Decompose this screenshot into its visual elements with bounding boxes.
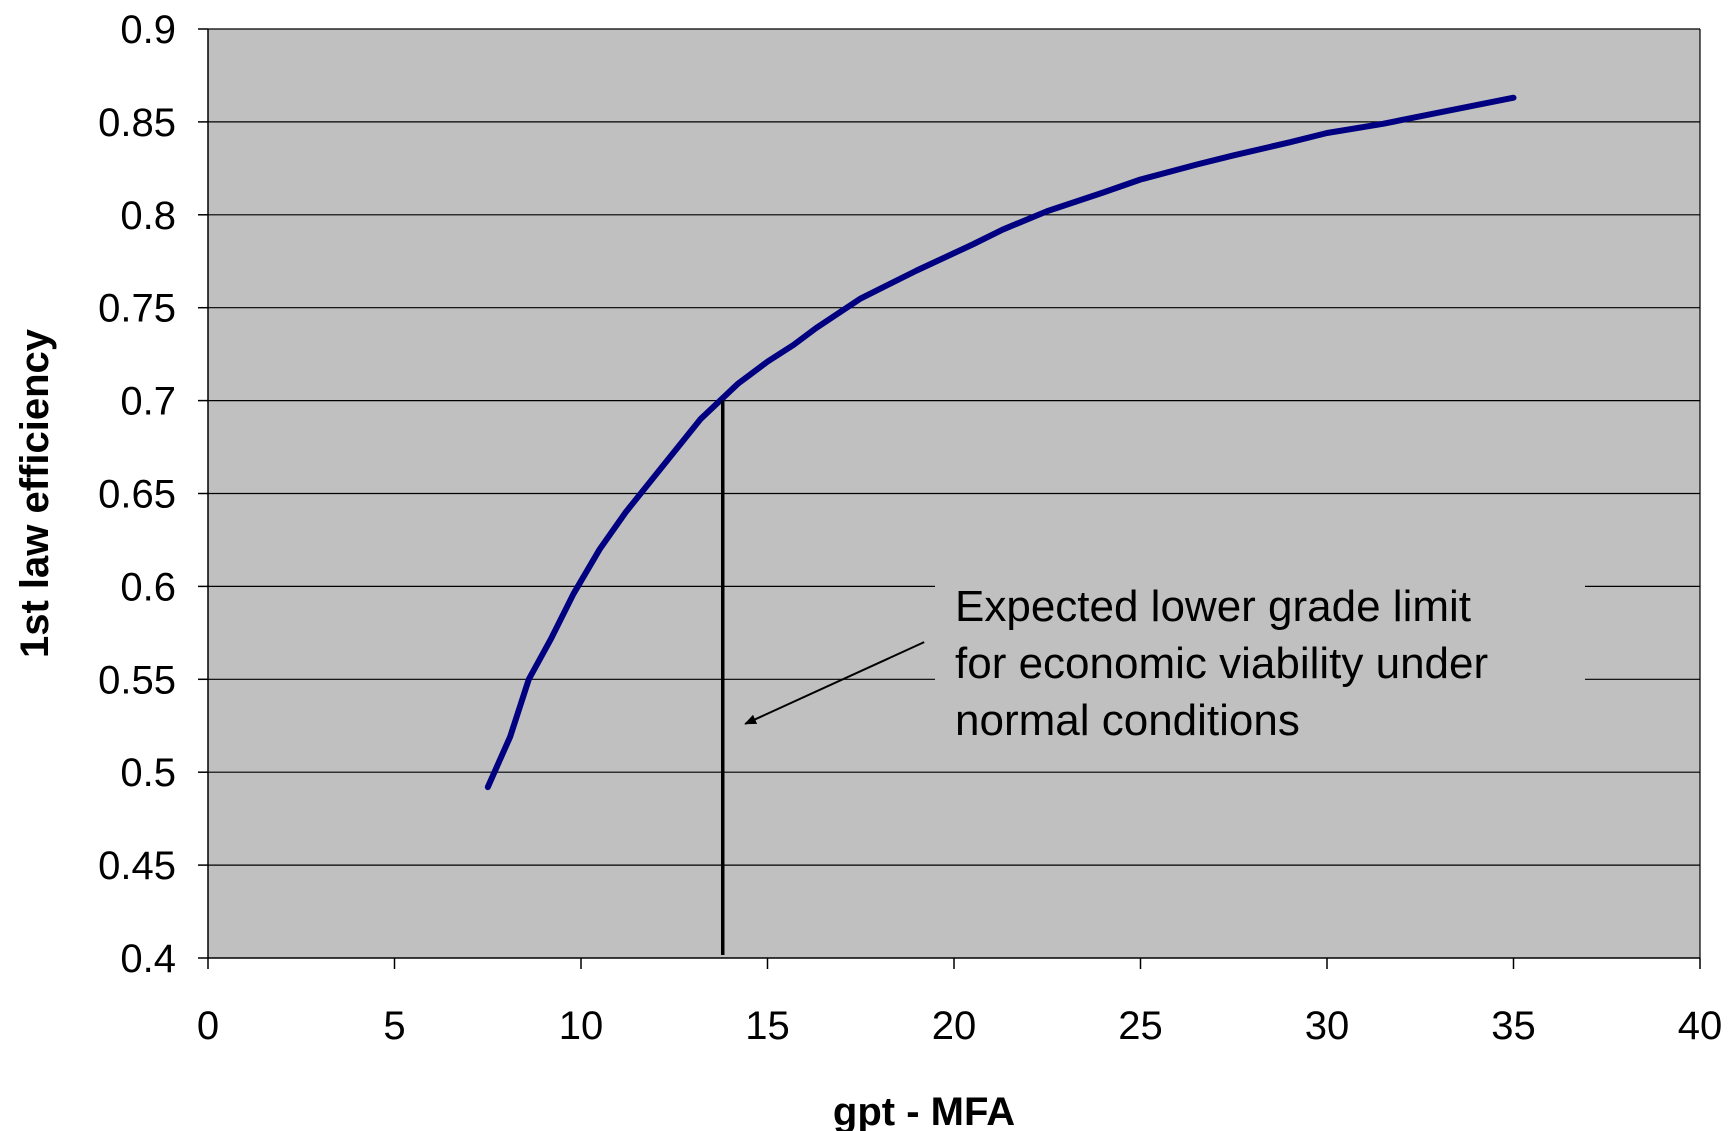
x-tick-label: 40 xyxy=(1678,1004,1723,1048)
y-tick-label: 0.55 xyxy=(98,658,176,702)
x-tick-label: 5 xyxy=(383,1004,405,1048)
x-axis-title: gpt - MFA xyxy=(833,1090,1015,1131)
x-tick-label: 25 xyxy=(1118,1004,1163,1048)
annotation-line-1: Expected lower grade limit xyxy=(955,582,1471,631)
annotation-box xyxy=(935,582,1585,762)
y-tick-label: 0.65 xyxy=(98,473,176,517)
y-tick-label: 0.4 xyxy=(120,937,176,981)
annotation-text: Expected lower grade limit for economic … xyxy=(955,582,1500,745)
y-tick-label: 0.7 xyxy=(120,380,176,424)
x-tick-label: 35 xyxy=(1491,1004,1536,1048)
y-tick-label: 0.85 xyxy=(98,101,176,145)
series-layer xyxy=(484,94,1517,791)
annotation-line-3: normal conditions xyxy=(955,696,1300,745)
annotation-arrow xyxy=(744,641,925,725)
y-axis-title: 1st law efficiency xyxy=(13,328,57,658)
y-tick-label: 0.5 xyxy=(120,751,176,795)
y-tick-label: 0.9 xyxy=(120,8,176,52)
x-tick-label: 30 xyxy=(1305,1004,1350,1048)
y-tick-label: 0.45 xyxy=(98,844,176,888)
y-tick-label: 0.6 xyxy=(120,565,176,609)
x-tick-label: 0 xyxy=(197,1004,219,1048)
axes xyxy=(198,28,1701,969)
x-tick-label: 20 xyxy=(932,1004,977,1048)
y-tick-label: 0.8 xyxy=(120,194,176,238)
x-axis-tick-labels: 0 5 10 15 20 25 30 35 40 xyxy=(197,1004,1722,1048)
annotation-layer: Expected lower grade limit for economic … xyxy=(720,400,1585,955)
y-axis-tick-labels: 0.4 0.45 0.5 0.55 0.6 0.65 0.7 0.75 0.8 0.85 0.9 xyxy=(98,8,176,981)
x-tick-label: 15 xyxy=(745,1004,790,1048)
y-tick-label: 0.75 xyxy=(98,287,176,331)
annotation-line-2: for economic viability under xyxy=(955,639,1488,688)
x-tick-label: 10 xyxy=(559,1004,604,1048)
efficiency-curve-series-1 xyxy=(484,94,1517,791)
